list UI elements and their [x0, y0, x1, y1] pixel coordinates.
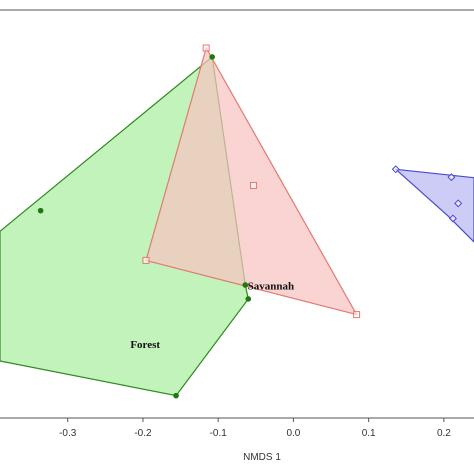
x-tick-label: -0.1	[210, 428, 228, 439]
forest-point	[245, 296, 252, 302]
savannah-hull	[145, 46, 358, 316]
forest-point	[209, 54, 215, 60]
marker-layer	[37, 44, 463, 399]
x-tick-label: 0.2	[437, 428, 451, 439]
x-tick-label: 0.1	[362, 428, 376, 439]
group-3-point	[447, 173, 456, 182]
savannah-point	[202, 44, 210, 52]
savannah-label: Savannah	[248, 280, 294, 292]
forest-point	[242, 282, 249, 288]
savannah-point	[250, 181, 258, 189]
x-tick-label: 0.0	[286, 428, 300, 439]
x-axis-label: NMDS 1	[243, 452, 281, 463]
x-tick-label: -0.2	[134, 428, 152, 439]
x-axis-ticks: -0.3 -0.2 -0.1 0.0 0.1 0.2	[59, 418, 451, 439]
savannah-point	[142, 256, 150, 264]
savannah-point	[353, 311, 361, 319]
group-3-point	[448, 214, 457, 223]
group-3-hull	[394, 168, 474, 243]
forest-point	[173, 392, 179, 399]
forest-point	[37, 207, 44, 214]
annotation-layer: Savannah Forest	[130, 280, 294, 351]
group-3-point	[454, 199, 463, 208]
x-tick-label: -0.3	[59, 428, 77, 439]
forest-label: Forest	[130, 339, 160, 351]
group-3-point	[391, 165, 400, 174]
